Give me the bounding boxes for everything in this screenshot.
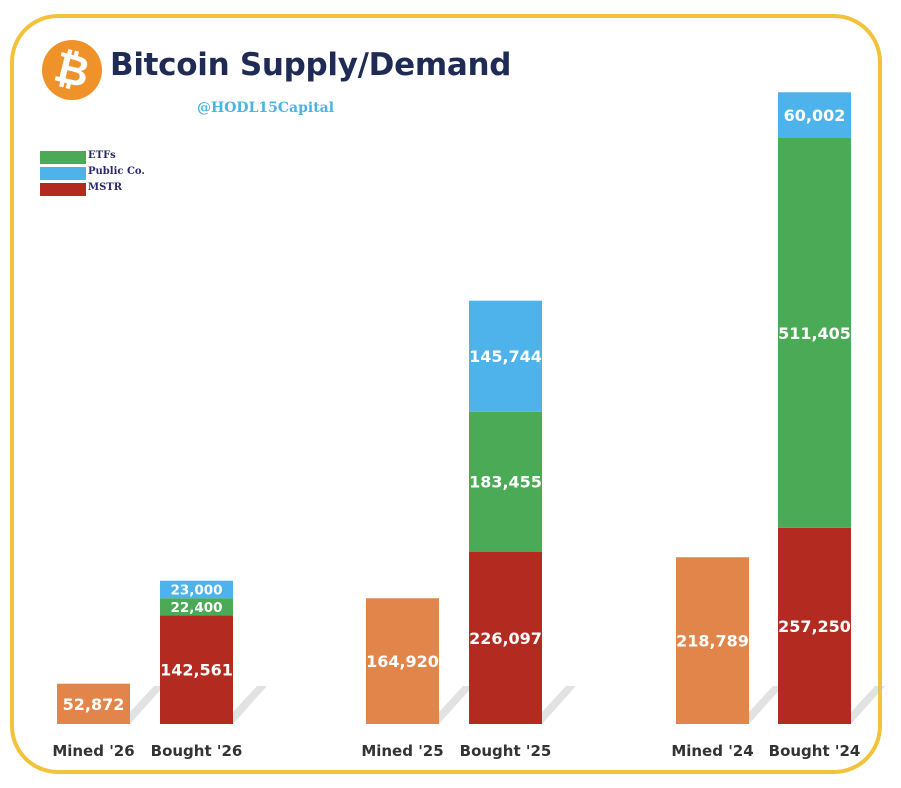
legend-label-public-co: Public Co. — [88, 166, 145, 177]
legend-swatch-mstr — [40, 183, 86, 196]
bar-mined-25-mined — [366, 598, 439, 724]
data-label-bought-26-etfs: 22,400 — [170, 600, 222, 616]
data-label-bought-26-mstr: 142,561 — [160, 661, 233, 680]
author-handle: @HODL15Capital — [197, 100, 335, 116]
bar-bought-26-etfs — [160, 598, 233, 616]
data-label-bought-24-mstr: 257,250 — [778, 617, 851, 636]
bar-shadow-bought-24 — [851, 686, 885, 724]
bar-bought-25-mstr — [469, 551, 542, 724]
chart-title: Bitcoin Supply/Demand — [110, 47, 512, 83]
data-label-bought-24-etfs: 511,405 — [778, 324, 851, 343]
data-label-mined-24-mined: 218,789 — [676, 632, 749, 651]
data-label-bought-25-public-co: 145,744 — [469, 347, 542, 366]
data-label-bought-24-public-co: 60,002 — [784, 106, 846, 125]
bar-bought-25-etfs — [469, 411, 542, 552]
data-label-bought-25-etfs: 183,455 — [469, 473, 542, 492]
category-label-mined-25: Mined '25 — [361, 742, 443, 760]
category-label-bought-24: Bought '24 — [769, 742, 861, 760]
bar-bought-26-public-co — [160, 580, 233, 599]
bar-bought-24-etfs — [778, 138, 851, 528]
bar-shadow-mined-25 — [439, 686, 473, 724]
bar-mined-24-mined — [676, 557, 749, 724]
bar-shadow-mined-24 — [749, 686, 783, 724]
legend-swatch-public-co — [40, 167, 86, 180]
bitcoin-logo-icon: ₿ — [42, 40, 102, 100]
bar-mined-26-mined — [57, 683, 130, 724]
bar-bought-24-public-co — [778, 92, 851, 139]
category-label-mined-24: Mined '24 — [671, 742, 753, 760]
bar-shadow-bought-26 — [233, 686, 267, 724]
legend-swatch-etfs — [40, 151, 86, 164]
data-label-mined-25-mined: 164,920 — [366, 652, 439, 671]
category-label-mined-26: Mined '26 — [52, 742, 134, 760]
bar-bought-24-mstr — [778, 527, 851, 724]
category-label-bought-26: Bought '26 — [151, 742, 243, 760]
legend-label-mstr: MSTR — [88, 182, 123, 193]
bar-bought-25-public-co — [469, 300, 542, 412]
data-label-bought-26-public-co: 23,000 — [170, 582, 222, 598]
bar-shadow-mined-26 — [130, 686, 164, 724]
legend-label-etfs: ETFs — [88, 150, 116, 161]
bar-shadow-bought-25 — [542, 686, 576, 724]
data-label-bought-25-mstr: 226,097 — [469, 629, 542, 648]
category-label-bought-25: Bought '25 — [460, 742, 552, 760]
data-label-mined-26-mined: 52,872 — [63, 695, 125, 714]
bar-bought-26-mstr — [160, 615, 233, 724]
